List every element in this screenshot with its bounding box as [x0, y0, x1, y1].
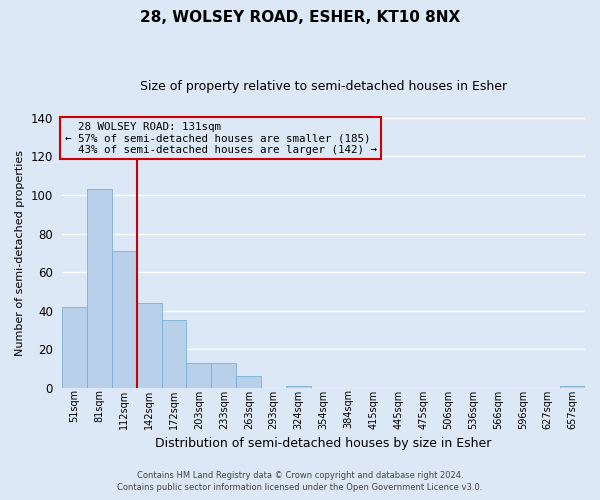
Bar — [161, 320, 187, 388]
Bar — [211, 363, 236, 388]
Bar — [137, 303, 161, 388]
Text: Contains HM Land Registry data © Crown copyright and database right 2024.
Contai: Contains HM Land Registry data © Crown c… — [118, 471, 482, 492]
Y-axis label: Number of semi-detached properties: Number of semi-detached properties — [15, 150, 25, 356]
Bar — [560, 386, 585, 388]
Bar — [236, 376, 261, 388]
Title: Size of property relative to semi-detached houses in Esher: Size of property relative to semi-detach… — [140, 80, 507, 93]
Bar — [286, 386, 311, 388]
Text: 28, WOLSEY ROAD, ESHER, KT10 8NX: 28, WOLSEY ROAD, ESHER, KT10 8NX — [140, 10, 460, 25]
Bar — [112, 251, 137, 388]
Bar — [87, 189, 112, 388]
Bar — [187, 363, 211, 388]
X-axis label: Distribution of semi-detached houses by size in Esher: Distribution of semi-detached houses by … — [155, 437, 491, 450]
Text: 28 WOLSEY ROAD: 131sqm
← 57% of semi-detached houses are smaller (185)
  43% of : 28 WOLSEY ROAD: 131sqm ← 57% of semi-det… — [65, 122, 377, 155]
Bar — [62, 307, 87, 388]
